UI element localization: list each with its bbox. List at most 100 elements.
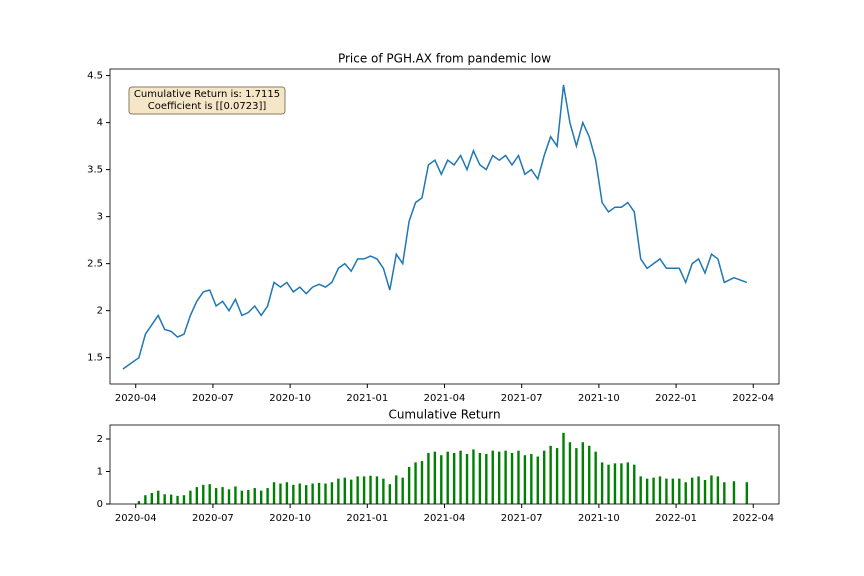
bar	[350, 479, 353, 504]
bar	[459, 450, 462, 504]
bar	[324, 483, 327, 504]
bar	[485, 453, 488, 504]
bar	[427, 452, 430, 504]
x-tick-label: 2022-01	[655, 393, 697, 404]
x-tick-label: 2022-04	[732, 513, 774, 524]
y-tick-label: 2	[97, 434, 103, 445]
bar	[581, 442, 585, 504]
bar	[446, 451, 449, 504]
bar	[745, 482, 749, 504]
bar	[298, 483, 301, 504]
bar	[600, 462, 604, 504]
x-tick-label: 2020-07	[192, 513, 234, 524]
bar	[491, 450, 494, 504]
bar	[330, 482, 334, 504]
bar	[375, 476, 379, 504]
bar	[536, 456, 539, 504]
x-tick-label: 2022-01	[655, 513, 697, 524]
x-tick-label: 2020-04	[115, 513, 157, 524]
annotation: Coefficient is [[0.0723]]	[148, 101, 267, 112]
bar	[613, 463, 617, 504]
x-tick-label: 2020-04	[115, 393, 157, 404]
bar	[221, 487, 224, 504]
bar	[304, 485, 308, 504]
x-tick-label: 2021-07	[501, 393, 543, 404]
bar	[189, 490, 192, 504]
bar	[517, 450, 520, 504]
bar	[317, 482, 321, 504]
bar	[176, 495, 179, 504]
bar	[568, 442, 572, 504]
bar	[497, 451, 501, 504]
bar	[620, 463, 623, 504]
x-tick-label: 2020-10	[269, 393, 311, 404]
bar	[588, 445, 591, 504]
bar	[414, 462, 417, 504]
bar	[182, 495, 186, 504]
bar	[253, 488, 256, 504]
bar	[202, 484, 205, 504]
bar	[626, 462, 630, 504]
x-tick-label: 2021-01	[346, 513, 388, 524]
x-tick-label: 2021-10	[578, 513, 620, 524]
bar	[678, 478, 681, 504]
bar	[195, 487, 199, 504]
bar	[697, 476, 700, 504]
bar	[665, 478, 668, 504]
bar	[690, 477, 694, 504]
bar	[645, 478, 649, 504]
x-tick-label: 2021-07	[501, 513, 543, 524]
axes-frame	[109, 68, 780, 385]
bar	[433, 451, 437, 504]
bar	[530, 453, 533, 504]
bar	[234, 486, 237, 504]
bar	[169, 494, 173, 504]
x-tick-label: 2022-04	[732, 393, 774, 404]
bar	[208, 484, 211, 504]
x-tick-label: 2020-07	[192, 393, 234, 404]
y-tick-label: 2	[97, 306, 103, 317]
y-tick-label: 3	[97, 212, 103, 223]
bar	[658, 476, 662, 504]
bar	[259, 490, 263, 504]
annotation: Cumulative Return is: 1.7115	[134, 89, 280, 100]
bar	[388, 484, 392, 504]
bar	[144, 495, 147, 504]
bar	[504, 450, 507, 504]
bar	[401, 477, 404, 504]
bar	[716, 476, 720, 504]
y-tick-label: 3.5	[87, 165, 103, 176]
bar	[292, 484, 295, 504]
y-tick-label: 4	[97, 118, 103, 129]
chart-title: Cumulative Return	[388, 408, 500, 422]
bar	[543, 450, 546, 504]
bar	[440, 455, 443, 504]
bar	[555, 448, 559, 504]
x-tick-label: 2021-10	[578, 393, 620, 404]
annotation-box	[128, 86, 286, 115]
bar	[732, 481, 736, 504]
x-tick-label: 2021-04	[424, 513, 466, 524]
bar	[266, 488, 269, 504]
bar	[710, 475, 713, 504]
bar	[575, 448, 578, 504]
bar	[723, 482, 726, 504]
x-tick-label: 2021-04	[424, 393, 466, 404]
bar	[478, 452, 482, 504]
bar	[137, 501, 141, 504]
bar	[272, 482, 276, 504]
bar	[639, 476, 642, 504]
bar	[157, 490, 160, 504]
bar	[356, 476, 359, 504]
bar	[510, 452, 514, 504]
chart-title: Price of PGH.AX from pandemic low	[338, 52, 551, 66]
axes-frame	[109, 424, 780, 505]
bar	[247, 490, 250, 504]
bar	[420, 461, 424, 504]
bar	[214, 488, 218, 504]
y-tick-label: 1.5	[87, 353, 103, 364]
bar	[652, 477, 655, 504]
bar	[472, 449, 475, 504]
bar	[549, 445, 552, 504]
